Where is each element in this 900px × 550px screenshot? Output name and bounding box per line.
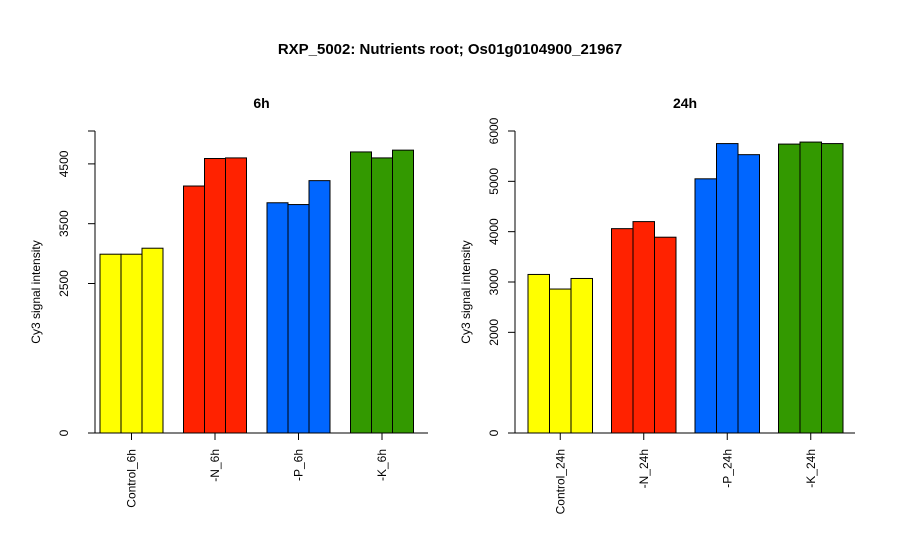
y-tick-label: 4000: [487, 218, 501, 245]
y-axis-label: Cy3 signal intensity: [459, 240, 473, 343]
y-tick-label: 2000: [487, 319, 501, 346]
category-label: -P_6h: [292, 449, 306, 481]
bar--K_24h-2: [799, 141, 822, 434]
bar--N_6h-1: [183, 185, 205, 434]
bar-Control_6h-2: [120, 253, 143, 434]
bar--P_24h-2: [716, 143, 739, 434]
bar--P_6h-3: [308, 180, 331, 434]
y-tick-label: 3500: [57, 210, 71, 237]
category-label: Control_24h: [553, 449, 567, 514]
bar-Control_24h-2: [549, 288, 572, 434]
y-tick-label: 6000: [487, 117, 501, 144]
bar--P_6h-2: [287, 204, 310, 434]
bar--N_24h-3: [654, 236, 677, 434]
bar-Control_6h-1: [99, 253, 122, 434]
y-tick-label: 4500: [57, 150, 71, 177]
bar--K_6h-2: [371, 157, 393, 434]
category-label: -N_24h: [637, 449, 651, 488]
y-tick-label: 2500: [57, 270, 71, 297]
figure-title: RXP_5002: Nutrients root; Os01g0104900_2…: [278, 41, 622, 58]
panel-title: 6h: [253, 95, 269, 111]
category-label: Control_6h: [125, 449, 139, 508]
bar--N_24h-2: [632, 221, 655, 434]
bar--K_24h-3: [821, 143, 844, 434]
bar-Control_24h-3: [570, 277, 593, 434]
bar--P_24h-1: [694, 178, 717, 434]
bar--N_6h-3: [225, 157, 247, 434]
bar-Control_24h-1: [527, 273, 550, 434]
bar--K_24h-1: [778, 143, 801, 434]
bar--P_6h-1: [266, 202, 289, 434]
panel-title: 24h: [673, 95, 697, 111]
bar--N_6h-2: [204, 158, 226, 434]
y-tick-label: 0: [487, 429, 501, 436]
y-axis-label: Cy3 signal intensity: [29, 240, 43, 343]
category-label: -P_24h: [720, 449, 734, 488]
y-tick-label: 0: [57, 429, 71, 436]
bar--K_6h-1: [350, 151, 372, 434]
category-label: -K_6h: [375, 449, 389, 481]
y-tick-label: 5000: [487, 168, 501, 195]
category-label: -N_6h: [208, 449, 222, 482]
bar--N_24h-1: [611, 228, 634, 434]
bar--K_6h-3: [392, 149, 414, 434]
category-label: -K_24h: [804, 449, 818, 488]
bar-Control_6h-3: [141, 247, 164, 434]
panel-1: 24h 0 2000 3000 4000 5000 6000 Cy3 signal inten…: [459, 95, 855, 514]
panel-0: 6h 0 2500 3500 4500 Cy3 signal intensity Contr…: [29, 95, 428, 508]
bar--P_24h-3: [737, 154, 760, 434]
y-tick-label: 3000: [487, 268, 501, 295]
